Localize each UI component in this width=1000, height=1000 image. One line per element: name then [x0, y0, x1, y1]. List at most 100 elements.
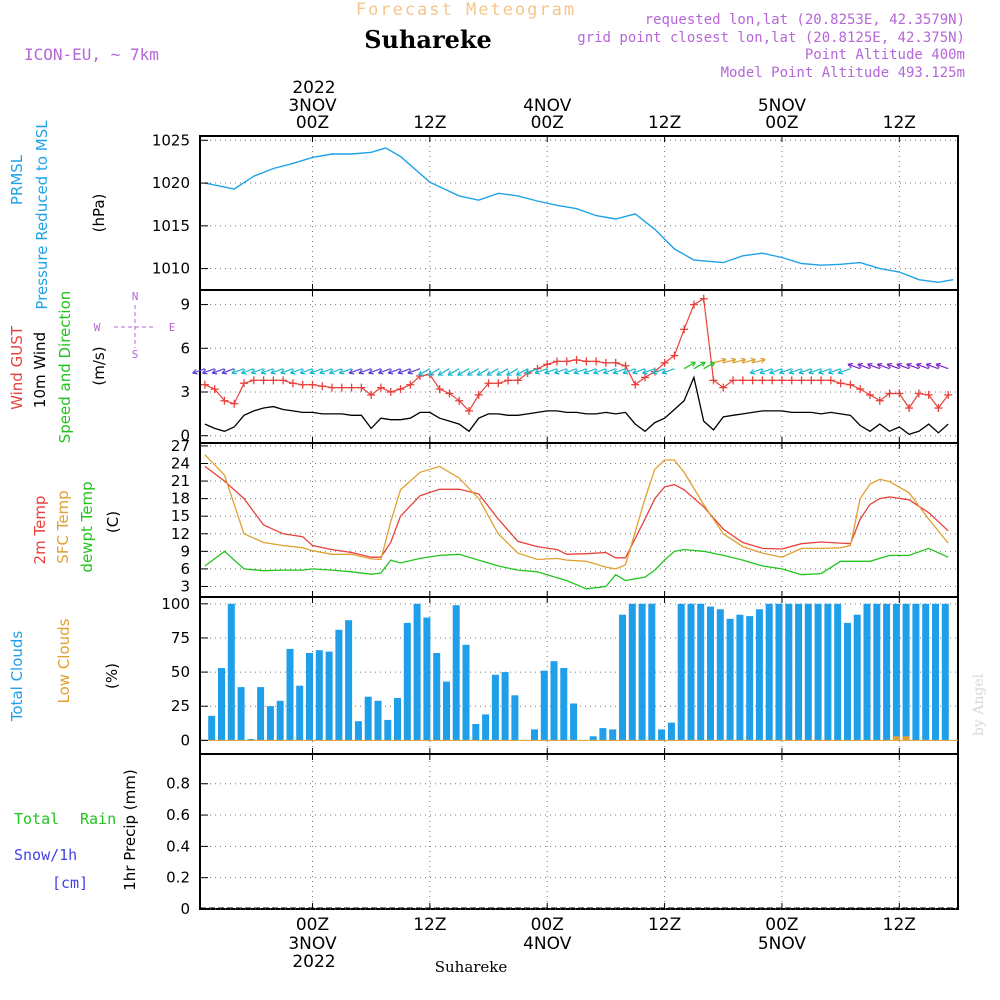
total-cloud-bar — [501, 672, 509, 741]
total-cloud-bar — [335, 629, 343, 741]
chart-marks — [192, 147, 958, 741]
gust-marker — [934, 404, 943, 413]
total-cloud-bar — [726, 618, 734, 741]
wind-direction-arrow — [593, 368, 607, 375]
wind-direction-arrow — [554, 368, 567, 375]
gust-marker — [474, 390, 483, 399]
precip-y-tick-label: 0.6 — [166, 806, 190, 824]
wind-direction-arrow — [466, 368, 480, 376]
gust-marker — [787, 376, 796, 385]
wind-direction-arrow — [437, 368, 450, 376]
total-cloud-bar — [345, 620, 353, 741]
gust-marker — [826, 376, 835, 385]
gust-marker — [220, 396, 229, 405]
gust-marker — [582, 357, 591, 366]
wind-direction-arrow — [752, 357, 766, 364]
gust-marker — [670, 351, 679, 360]
total-cloud-bar — [296, 685, 304, 741]
total-cloud-bar — [795, 603, 803, 741]
total-cloud-bar — [667, 722, 675, 741]
total-cloud-bar — [892, 603, 900, 741]
wind-direction-arrow — [241, 368, 254, 375]
total-cloud-bar — [570, 703, 578, 741]
gust-marker — [738, 376, 747, 385]
compass-south: S — [132, 348, 139, 361]
temp-unit: (C) — [104, 511, 122, 533]
wind-direction-arrow — [906, 362, 920, 370]
total-cloud-bar — [638, 603, 646, 741]
low-cloud-bar — [902, 736, 910, 741]
total-cloud-bar — [560, 668, 568, 741]
total-cloud-bar — [413, 603, 421, 741]
top-hour-label: 00Z — [765, 113, 798, 133]
top-time-axis: 2022 00Z 12Z 00Z 12Z 00Z 12Z 3NOV 4NOV 5NOV — [288, 78, 916, 133]
temp-dew-line — [204, 547, 949, 590]
gust-marker — [484, 379, 493, 388]
gust-marker — [308, 380, 317, 389]
gust-marker — [689, 300, 698, 309]
gust-marker — [543, 360, 552, 369]
wind-direction-arrow — [270, 368, 284, 375]
temp-2m-label: 2m Temp — [31, 496, 49, 565]
compass-icon: N S W E — [94, 290, 176, 361]
gust-marker — [846, 380, 855, 389]
total-cloud-bar — [658, 729, 666, 741]
total-cloud-bar — [707, 606, 714, 741]
wind-direction-arrow — [749, 368, 763, 375]
wind-direction-arrow — [378, 368, 391, 375]
precip-y-tick-label: 0.8 — [166, 775, 190, 793]
wind-direction-arrow — [221, 368, 235, 375]
total-cloud-bar — [306, 653, 313, 741]
gust-marker — [797, 376, 806, 385]
wind-direction-arrow — [447, 368, 460, 376]
total-cloud-bar — [531, 729, 538, 741]
wind-direction-arrow — [867, 362, 880, 370]
wind-direction-arrow — [779, 368, 792, 375]
temp-dew-label: dewpt Temp — [78, 481, 96, 572]
chart-subtitle: Forecast Meteogram — [356, 0, 576, 20]
total-cloud-bar — [354, 721, 362, 741]
temp-sfc-label: SFC Temp — [54, 490, 72, 563]
total-cloud-bar — [746, 616, 754, 741]
wind-direction-arrow — [309, 368, 323, 375]
bottom-hour-label: 12Z — [883, 915, 916, 935]
wind-panel-frame — [199, 289, 959, 444]
temperature-y-tick-label: 9 — [180, 542, 190, 560]
wind-direction-arrow — [534, 368, 548, 375]
clouds-y-tick-label: 50 — [171, 663, 190, 681]
gust-marker — [240, 379, 249, 388]
gust-marker — [357, 383, 366, 392]
wind-direction-arrow — [759, 368, 773, 375]
gust-marker — [660, 358, 669, 367]
wind-direction-arrow — [651, 368, 665, 375]
total-cloud-bar — [403, 622, 411, 741]
total-cloud-bar — [247, 739, 255, 741]
wind-direction-arrow — [703, 361, 716, 370]
wind-direction-arrow — [299, 368, 313, 375]
pressure-line — [204, 147, 954, 284]
total-cloud-bar — [315, 650, 323, 741]
temperature-y-tick-label: 18 — [171, 490, 190, 508]
total-cloud-bar — [423, 617, 431, 741]
model-altitude: Model Point Altitude 493.125m — [721, 65, 965, 81]
top-hour-label: 12Z — [413, 113, 446, 133]
gust-marker — [885, 389, 894, 398]
wind-direction-arrow — [661, 368, 675, 375]
wind-direction-arrow — [387, 368, 401, 375]
temperature-y-tick-label: 6 — [180, 560, 190, 578]
wind-direction-arrow — [642, 368, 656, 375]
top-hour-label: 12Z — [648, 113, 681, 133]
gust-marker — [455, 396, 464, 405]
wind-gust-label: Wind GUST — [8, 325, 26, 410]
cloud-unit: (%) — [103, 663, 121, 689]
gust-marker — [210, 385, 219, 394]
total-cloud-bar — [540, 670, 548, 741]
wind-direction-arrow — [506, 368, 519, 376]
total-cloud-bar — [922, 603, 930, 741]
wind-direction-arrow — [563, 368, 577, 375]
gust-marker — [376, 383, 385, 392]
wind-direction-arrow — [486, 368, 499, 376]
total-cloud-bar — [716, 609, 724, 741]
y-axis-ticks: 1010101510201025036936912151821242702550… — [152, 131, 208, 918]
